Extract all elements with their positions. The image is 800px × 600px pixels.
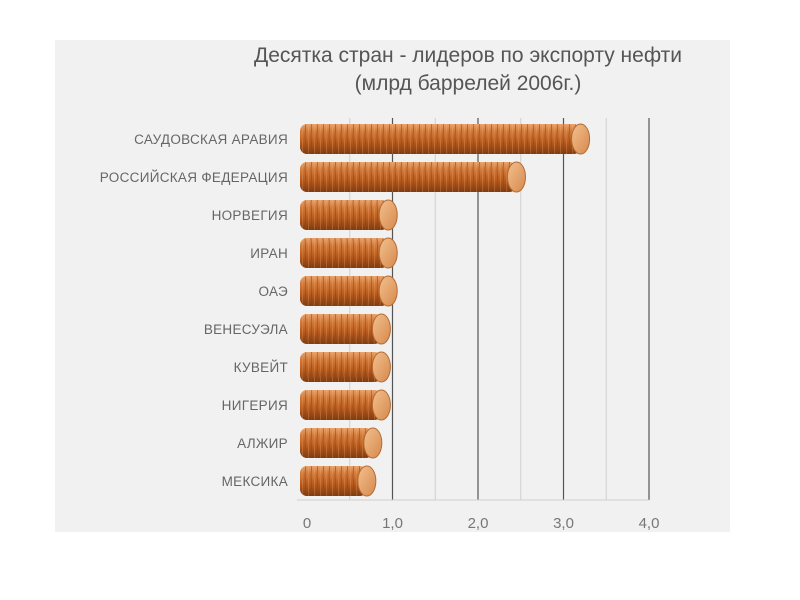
bar-coin-texture bbox=[300, 352, 382, 382]
bar bbox=[300, 427, 383, 459]
bar-end-cap bbox=[363, 427, 383, 459]
bar-coin-texture bbox=[300, 238, 389, 268]
x-tick-label: 3,0 bbox=[553, 515, 574, 532]
category-labels: САУДОВСКАЯ АРАВИЯ РОССИЙСКАЯ ФЕДЕРАЦИЯ НОР… bbox=[100, 132, 288, 489]
bar-coin-texture bbox=[300, 200, 389, 230]
bar-coin-texture bbox=[300, 390, 382, 420]
bar-end-cap bbox=[378, 275, 398, 307]
bar-end-cap bbox=[571, 123, 591, 155]
x-tick-label: 2,0 bbox=[468, 515, 489, 532]
category-label: НОРВЕГИЯ bbox=[212, 208, 288, 223]
chart-subtitle: (млрд баррелей 2006г.) bbox=[355, 72, 582, 95]
bar-coin-texture bbox=[300, 428, 373, 458]
category-label: ИРАН bbox=[250, 246, 288, 261]
bar-end-cap bbox=[378, 199, 398, 231]
bar-coin-texture bbox=[300, 162, 517, 192]
bar bbox=[300, 465, 377, 497]
bar bbox=[300, 275, 398, 307]
bar bbox=[300, 313, 391, 345]
bar-coin-texture bbox=[300, 466, 367, 496]
x-tick-labels: 0 1,0 2,0 3,0 4,0 bbox=[303, 515, 660, 532]
bars bbox=[300, 123, 591, 497]
bar-coin-texture bbox=[300, 124, 581, 154]
bar bbox=[300, 389, 391, 421]
bar bbox=[300, 123, 591, 155]
category-label: МЕКСИКА bbox=[222, 474, 288, 489]
bar-end-cap bbox=[371, 351, 391, 383]
bar-end-cap bbox=[357, 465, 377, 497]
category-label: САУДОВСКАЯ АРАВИЯ bbox=[134, 132, 288, 147]
chart-title: Десятка стран - лидеров по экспорту нефт… bbox=[254, 44, 682, 67]
bar bbox=[300, 351, 391, 383]
bar-end-cap bbox=[378, 237, 398, 269]
bar bbox=[300, 161, 526, 193]
bar bbox=[300, 237, 398, 269]
category-label: КУВЕЙТ bbox=[234, 360, 288, 375]
bar-end-cap bbox=[506, 161, 526, 193]
x-tick-label: 1,0 bbox=[382, 515, 403, 532]
bar-coin-texture bbox=[300, 276, 389, 306]
bar bbox=[300, 199, 398, 231]
bar-coin-texture bbox=[300, 314, 382, 344]
category-label: ОАЭ bbox=[258, 284, 288, 299]
category-label: ВЕНЕСУЭЛА bbox=[204, 322, 288, 337]
category-label: АЛЖИР bbox=[237, 436, 288, 451]
x-tick-label: 4,0 bbox=[639, 515, 660, 532]
category-label: НИГЕРИЯ bbox=[222, 398, 288, 413]
x-tick-label: 0 bbox=[303, 515, 311, 532]
category-label: РОССИЙСКАЯ ФЕДЕРАЦИЯ bbox=[100, 170, 288, 185]
bar-end-cap bbox=[371, 389, 391, 421]
bar-end-cap bbox=[371, 313, 391, 345]
